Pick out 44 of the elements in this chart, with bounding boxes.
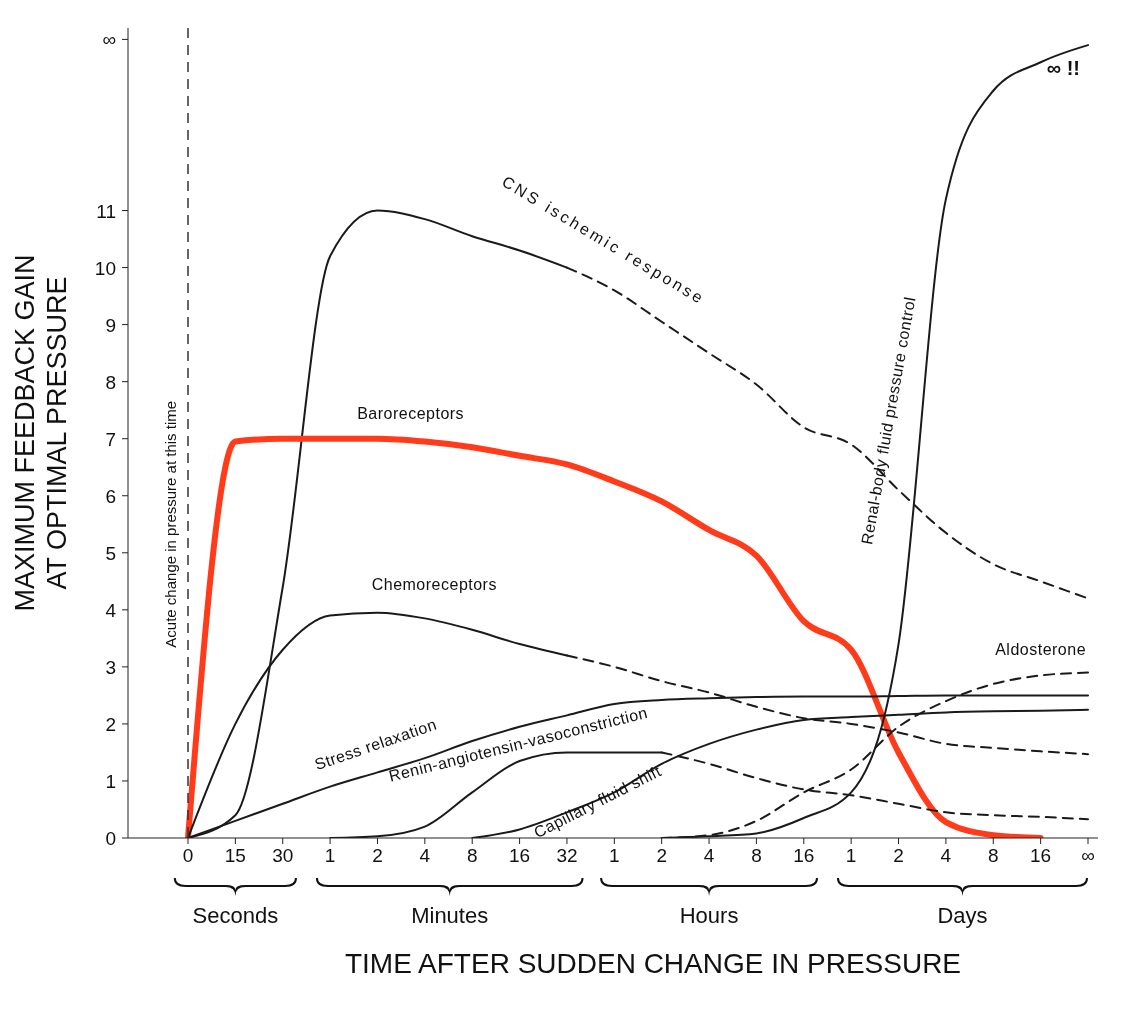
- x-tick-label: 16: [793, 845, 815, 866]
- x-tick-label: 0: [182, 845, 194, 866]
- annotation: ∞ !!: [1046, 57, 1080, 80]
- x-tick-label: 30: [272, 845, 294, 866]
- y-tick-label: 9: [105, 314, 116, 336]
- ref-line-label: Acute change in pressure at this time: [162, 400, 179, 648]
- x-tick-label: 4: [940, 845, 952, 866]
- x-tick-label: 1: [324, 845, 336, 866]
- x-tick-label: 1: [609, 845, 620, 866]
- x-tick-label: 2: [893, 845, 904, 866]
- x-tick-label: 4: [703, 845, 715, 866]
- y-tick-label: 8: [105, 371, 116, 393]
- x-tick-label: 15: [224, 845, 246, 866]
- text: Minutes: [411, 903, 489, 928]
- y-tick-label: 5: [105, 542, 116, 564]
- y-tick-label: 3: [105, 656, 116, 678]
- x-tick-label: 4: [419, 845, 431, 866]
- x-tick-label: 1: [845, 845, 857, 866]
- text: Seconds: [192, 903, 279, 928]
- y-tick-label: 1: [105, 770, 116, 792]
- x-tick-label: 8: [751, 845, 762, 866]
- y-tick-label: 7: [105, 428, 116, 450]
- x-tick-label: ∞: [1081, 845, 1095, 866]
- y-axis-title: MAXIMUM FEEDBACK GAIN AT OPTIMAL PRESSURE: [10, 254, 72, 612]
- x-tick-label: 2: [656, 845, 667, 866]
- text: Hours: [679, 903, 739, 928]
- x-tick-label: 8: [466, 845, 478, 866]
- y-tick-label: 11: [96, 200, 116, 222]
- series-label: Chemoreceptors: [371, 575, 497, 593]
- x-tick-label: 2: [372, 845, 383, 866]
- text: Days: [937, 903, 988, 928]
- x-tick-label: 16: [1030, 845, 1052, 866]
- series-label: Baroreceptors: [357, 404, 465, 422]
- y-tick-label: 10: [94, 257, 116, 279]
- x-axis-title: TIME AFTER SUDDEN CHANGE IN PRESSURE: [344, 948, 962, 979]
- y-tick-label: 6: [105, 485, 116, 507]
- x-tick-label: 32: [556, 845, 578, 866]
- y-tick-label: 4: [105, 599, 117, 621]
- y-tick-label: 2: [105, 713, 116, 735]
- y-tick-label: 0: [105, 828, 116, 849]
- y-tick-label: ∞: [102, 29, 116, 51]
- x-tick-label: 16: [509, 845, 531, 866]
- x-tick-label: 8: [987, 845, 999, 866]
- series-label: Aldosterone: [995, 641, 1087, 659]
